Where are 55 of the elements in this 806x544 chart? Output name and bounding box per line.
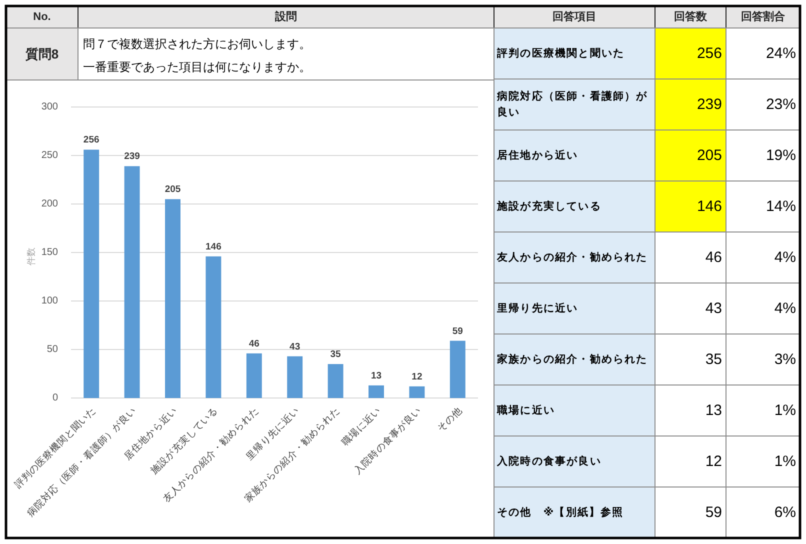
- y-axis-title: 件数: [26, 248, 36, 266]
- data-label: 146: [696, 198, 722, 215]
- data-label: 23%: [766, 96, 796, 113]
- y-tick-label: 0: [52, 392, 58, 404]
- data-label: 43: [705, 300, 722, 317]
- category-label: 里帰り先に近い: [496, 302, 578, 314]
- data-label: 6%: [774, 504, 796, 521]
- series-label: 回答割合: [741, 10, 786, 23]
- data-label: 205: [696, 147, 722, 164]
- data-label: 43: [290, 341, 300, 352]
- data-label: 205: [164, 184, 182, 196]
- data-label: 1%: [774, 453, 796, 470]
- text: No.: [33, 11, 51, 23]
- data-label: 12: [705, 453, 722, 470]
- chart-subtitle: 一番重要であった項目は何になりますか。: [83, 60, 311, 74]
- data-label: 46: [248, 338, 260, 350]
- category-label: 家族からの紹介・勧められた: [496, 352, 648, 366]
- data-label: 13: [370, 370, 382, 382]
- text: 質問8: [24, 46, 59, 62]
- chart-title: 問７で複数選択された方にお伺いします。: [83, 37, 311, 51]
- category-label: その他 ※【別紙】参照: [497, 506, 624, 518]
- data-label: 1%: [774, 402, 796, 419]
- x-tick-label: その他: [434, 404, 465, 434]
- data-label: 35: [330, 349, 342, 360]
- category-label: 友人からの紹介・勧められた: [496, 250, 648, 264]
- y-tick-label: 300: [41, 102, 58, 112]
- data-label: 146: [206, 241, 222, 252]
- text: 回答項目: [552, 10, 596, 23]
- data-label: 59: [452, 326, 463, 337]
- data-label: 24%: [766, 45, 796, 62]
- data-label: 4%: [774, 249, 796, 266]
- text: 設問: [274, 10, 297, 23]
- data-label: 13: [705, 402, 722, 419]
- data-label: 256: [696, 45, 722, 62]
- category-label: 施設が充実している: [496, 200, 602, 212]
- y-tick-label: 250: [41, 150, 58, 161]
- series-label: 回答数: [674, 10, 708, 23]
- data-label: 12: [412, 371, 422, 382]
- category-label: 居住地から近い: [496, 148, 578, 162]
- data-label: 35: [705, 351, 722, 368]
- data-label: 256: [83, 134, 100, 146]
- category-label: 病院対応（医師・看護師）が良い: [496, 90, 648, 118]
- y-tick-label: 100: [41, 296, 58, 306]
- y-tick-label: 200: [41, 198, 58, 210]
- y-tick-label: 150: [41, 247, 58, 258]
- data-label: 239: [124, 151, 140, 162]
- category-label: 評判の医療機関と聞いた: [496, 46, 625, 60]
- data-label: 19%: [766, 147, 796, 164]
- data-label: 3%: [774, 351, 796, 368]
- data-label: 14%: [766, 198, 796, 215]
- data-label: 46: [705, 249, 722, 266]
- data-label: 59: [705, 504, 722, 521]
- y-tick-label: 50: [46, 344, 58, 355]
- data-label: 239: [696, 96, 722, 113]
- data-label: 4%: [774, 300, 796, 317]
